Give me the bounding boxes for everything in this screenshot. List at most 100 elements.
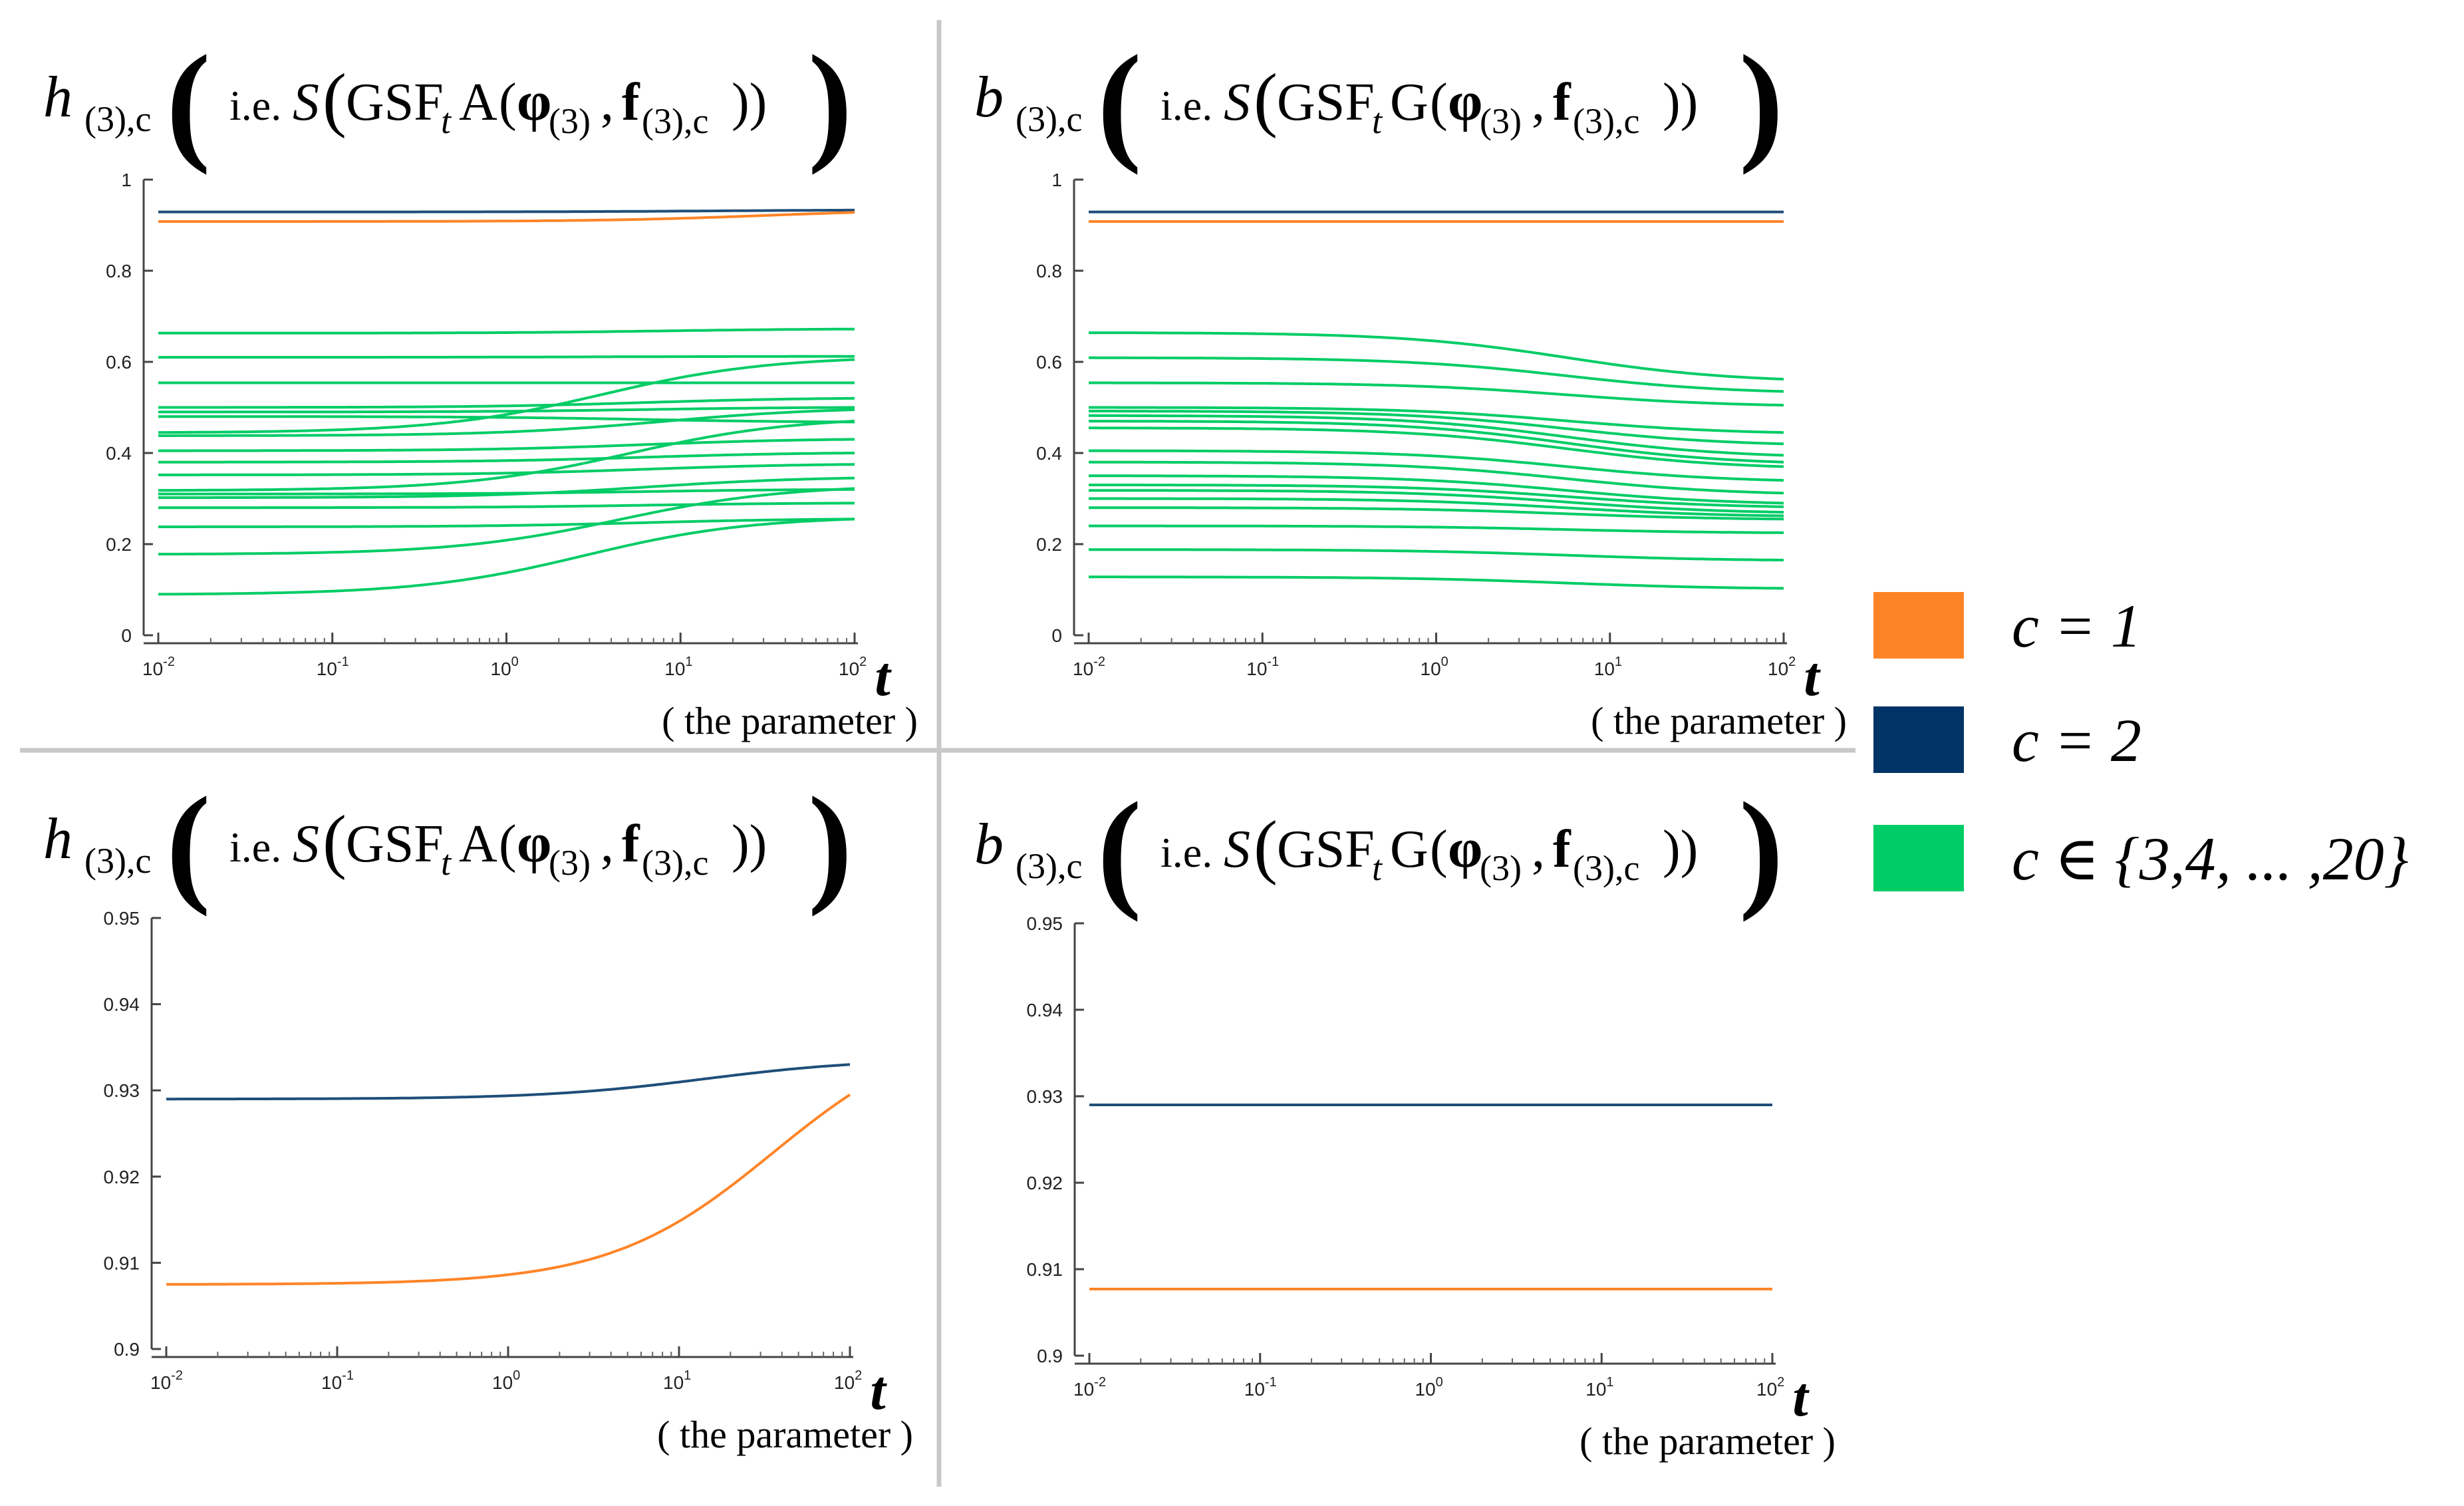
x-axis-label: t	[1804, 646, 1821, 708]
x-tick-label: 102	[834, 1368, 862, 1393]
title-gsf: GSF	[1277, 820, 1375, 879]
series-line-c-6	[1089, 406, 1784, 434]
title-right-paren: )	[808, 29, 853, 176]
series-line-c-2	[158, 208, 855, 214]
series-group	[1088, 210, 1784, 590]
series-line-c-20	[1089, 575, 1784, 590]
title-comma: ,	[601, 73, 614, 132]
title-S: S	[1224, 73, 1250, 132]
x-tick-label: 10-2	[150, 1368, 183, 1393]
series-line-c-14	[158, 420, 855, 492]
x-tick-label: 101	[1585, 1375, 1613, 1400]
y-tick-label: 0.95	[1027, 913, 1063, 934]
title-inner-close: ))	[1663, 820, 1698, 879]
series-line-c-19	[1089, 548, 1784, 561]
title-subscript: (3),c	[84, 841, 151, 881]
title-phi: φ	[1448, 71, 1482, 132]
title-operator: G	[1390, 820, 1429, 879]
legend-label-1: c = 1	[2012, 592, 2141, 660]
series-line-c-2	[166, 1063, 851, 1101]
y-tick-label: 0.9	[114, 1339, 140, 1360]
y-tick-label: 0.92	[1027, 1173, 1063, 1193]
title-f: f	[622, 815, 640, 873]
title-symbol: h	[43, 807, 72, 871]
series-line-c-7	[1089, 410, 1784, 446]
x-tick-label: 100	[1421, 655, 1448, 679]
series-line-c-17	[158, 502, 855, 510]
title-inner-paren: (	[499, 73, 517, 132]
title-f-sub: (3),c	[1573, 848, 1639, 888]
series-line-c-7	[158, 406, 855, 414]
x-tick-label: 10-1	[1244, 1375, 1277, 1400]
x-tick-label: 10-1	[1246, 655, 1279, 679]
title-ie: i.e.	[1161, 829, 1212, 876]
y-tick-label: 0.6	[1036, 352, 1062, 373]
y-tick-label: 0.9	[1037, 1346, 1063, 1366]
title-paren-open: (	[1254, 60, 1278, 139]
series-line-c-13	[1089, 474, 1784, 505]
y-tick-label: 0.2	[106, 534, 132, 555]
series-line-c-8	[158, 415, 855, 424]
legend-label-3: c ∈ {3,4, ... ,20}	[2012, 825, 2409, 893]
y-tick-label: 0.6	[106, 352, 132, 373]
title-inner-paren: (	[1430, 73, 1448, 132]
x-tick-label: 10-2	[1073, 1375, 1106, 1400]
title-S: S	[1224, 820, 1250, 879]
x-axis-note: ( the parameter )	[1591, 699, 1847, 742]
legend-swatch-3	[1873, 825, 1964, 891]
title-operator: A	[459, 815, 497, 873]
x-tick-label: 100	[492, 1368, 520, 1393]
series-line-c-9	[158, 358, 855, 434]
y-tick-label: 0.2	[1036, 534, 1062, 555]
title-right-paren: )	[1739, 29, 1784, 176]
series-line-c-3	[1089, 331, 1784, 380]
title-subscript: (3),c	[1016, 99, 1082, 139]
title-paren-open: (	[323, 60, 346, 139]
title-phi: φ	[1448, 818, 1482, 879]
title-f: f	[622, 73, 640, 132]
series-group	[166, 1063, 851, 1286]
series-line-c-11	[1089, 449, 1784, 482]
title-left-paren: (	[166, 770, 211, 917]
y-tick-label: 0.91	[104, 1253, 140, 1273]
y-tick-label: 0	[1051, 625, 1062, 646]
series-line-c-13	[158, 463, 855, 476]
title-subscript: (3),c	[1016, 846, 1082, 886]
title-paren-open: (	[1254, 807, 1278, 886]
x-tick-label: 102	[1768, 655, 1796, 679]
y-tick-label: 0.95	[104, 908, 140, 929]
title-t-sub: t	[441, 101, 452, 141]
series-line-c-10	[1089, 426, 1784, 468]
series-line-c-3	[158, 327, 855, 335]
title-subscript: (3),c	[84, 99, 151, 139]
x-tick-label: 10-1	[317, 655, 349, 679]
x-tick-label: 10-2	[1073, 655, 1105, 679]
title-gsf: GSF	[346, 815, 444, 873]
title-left-paren: (	[1097, 29, 1142, 176]
series-line-c-6	[158, 396, 855, 409]
title-inner-close: ))	[732, 815, 767, 873]
x-axis-note: ( the parameter )	[1579, 1420, 1836, 1463]
x-tick-label: 101	[664, 655, 692, 679]
y-tick-label: 0.8	[1036, 261, 1062, 281]
legend: c = 1 c = 2 c ∈ {3,4, ... ,20}	[1873, 592, 2409, 893]
title-ie: i.e.	[229, 824, 281, 871]
title-paren-open: (	[323, 802, 346, 881]
series-group	[1089, 1104, 1772, 1290]
title-operator: A	[459, 73, 497, 132]
x-axis-note: ( the parameter )	[657, 1413, 913, 1456]
x-tick-label: 101	[1594, 655, 1622, 679]
title-inner-paren: (	[1430, 820, 1448, 879]
series-line-c-17	[1089, 506, 1784, 521]
series-line-c-15	[1089, 489, 1784, 514]
title-phi: φ	[517, 812, 551, 874]
title-inner-close: ))	[1663, 73, 1698, 132]
title-symbol: h	[43, 65, 72, 130]
series-line-c-4	[1089, 356, 1784, 393]
title-f: f	[1553, 820, 1572, 879]
title-phi-sub: (3)	[1480, 848, 1522, 888]
y-tick-label: 0.4	[106, 443, 132, 464]
